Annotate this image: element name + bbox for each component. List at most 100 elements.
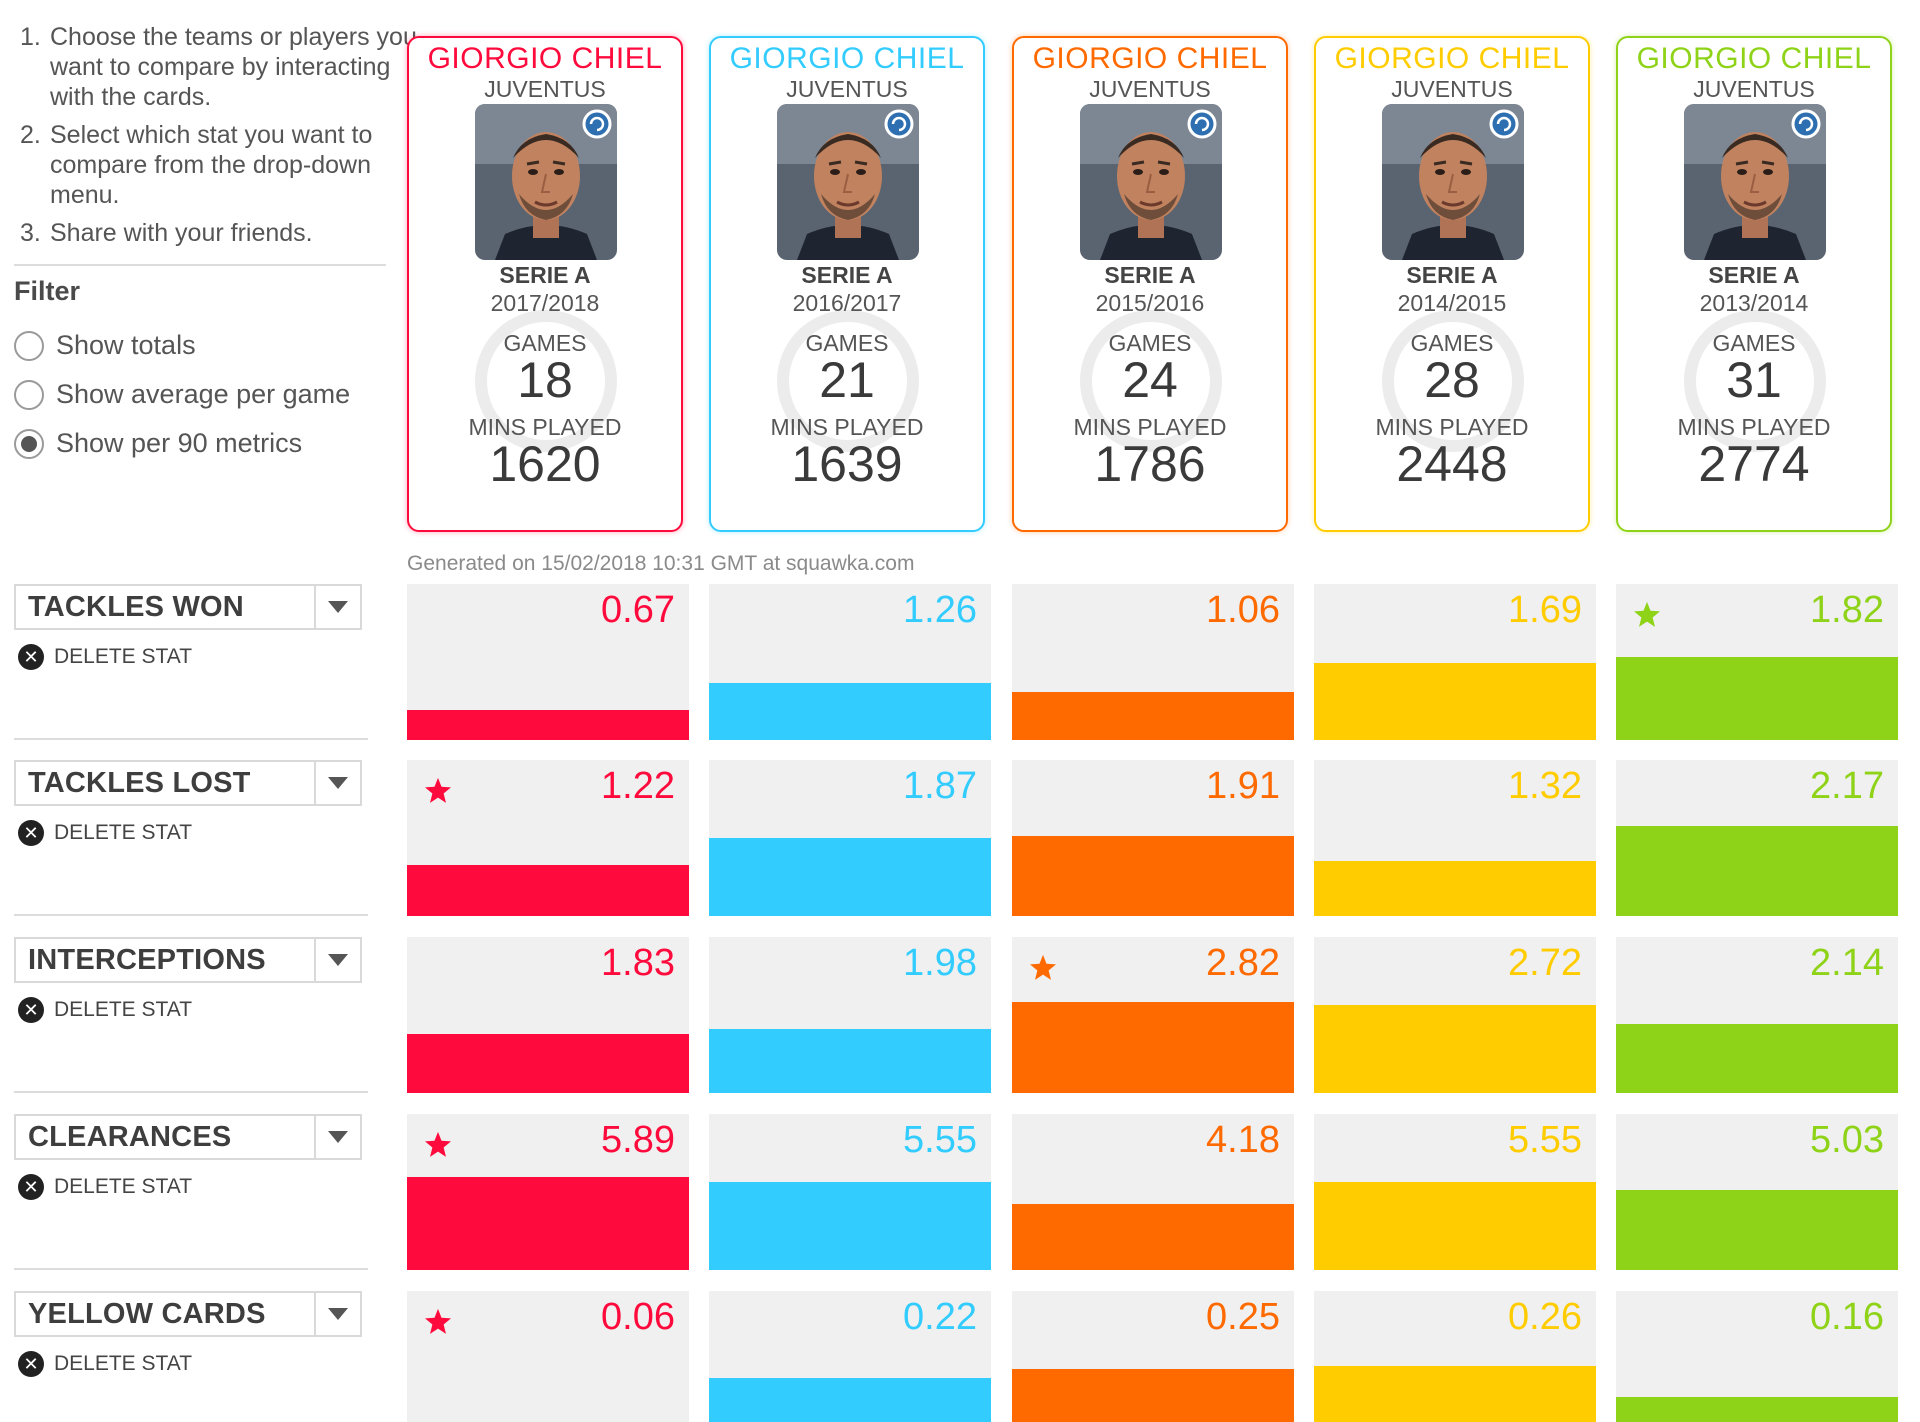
filter-option-label: Show per 90 metrics (56, 428, 303, 458)
stat-cell: 5.03 (1616, 1114, 1898, 1270)
stat-dropdown[interactable]: INTERCEPTIONS (14, 937, 362, 983)
mins-label: MINS PLAYED (770, 414, 924, 440)
stat-cell: 5.55 (1314, 1114, 1596, 1270)
close-circle-icon[interactable]: ✕ (18, 1351, 44, 1377)
league-name: SERIE A (499, 262, 591, 288)
stat-dropdown-label: TACKLES WON (28, 590, 244, 623)
player-card[interactable]: GIORGIO CHIEL JUVENTUS SERIE A 2013/2014 GAM… (1616, 36, 1892, 532)
stat-value: 5.89 (601, 1119, 675, 1161)
stat-cell: 2.72 (1314, 937, 1596, 1093)
stat-value: 2.72 (1508, 942, 1582, 984)
player-photo[interactable] (475, 104, 617, 260)
radio-button-selected[interactable] (14, 428, 44, 459)
chevron-down-icon[interactable] (314, 939, 360, 981)
games-label: GAMES (503, 330, 587, 356)
stat-cell: 0.16 (1616, 1291, 1898, 1422)
stat-dropdown[interactable]: YELLOW CARDS (14, 1291, 362, 1337)
filter-option-average[interactable]: Show average per game (14, 379, 350, 410)
chevron-down-icon[interactable] (314, 586, 360, 628)
mins-label: MINS PLAYED (1375, 414, 1529, 440)
delete-stat-button[interactable]: ✕ DELETE STAT (18, 644, 192, 670)
stat-cell: 1.83 (407, 937, 689, 1093)
stat-cell: 4.18 (1012, 1114, 1294, 1270)
games-value: 28 (1424, 352, 1480, 408)
delete-stat-button[interactable]: ✕ DELETE STAT (18, 1174, 192, 1200)
player-card[interactable]: GIORGIO CHIEL JUVENTUS SERIE A 2015/2016 GAM… (1012, 36, 1288, 532)
stat-dropdown[interactable]: CLEARANCES (14, 1114, 362, 1160)
divider (14, 914, 368, 916)
stat-bar (1012, 1002, 1294, 1093)
filter-option-per90[interactable]: Show per 90 metrics (14, 428, 302, 459)
stat-value: 1.82 (1810, 589, 1884, 631)
stat-value: 5.55 (1508, 1119, 1582, 1161)
stat-value: 0.26 (1508, 1296, 1582, 1338)
star-icon (423, 1130, 453, 1160)
delete-stat-label: DELETE STAT (54, 1175, 193, 1198)
mins-label: MINS PLAYED (1677, 414, 1831, 440)
stat-cell: 1.06 (1012, 584, 1294, 740)
games-label: GAMES (1410, 330, 1494, 356)
stat-bar (1616, 657, 1898, 740)
stat-bar (1012, 1369, 1294, 1422)
stat-bar (1314, 663, 1596, 740)
stat-cell: 0.22 (709, 1291, 991, 1422)
stat-value: 1.06 (1206, 589, 1280, 631)
player-card[interactable]: GIORGIO CHIEL JUVENTUS SERIE A 2016/2017 GAM… (709, 36, 985, 532)
close-circle-icon[interactable]: ✕ (18, 997, 44, 1023)
stat-dropdown[interactable]: TACKLES WON (14, 584, 362, 630)
mins-value: 1639 (791, 436, 903, 492)
player-card[interactable]: GIORGIO CHIEL JUVENTUS SERIE A 2017/2018 GAM… (407, 36, 683, 532)
stat-bar (709, 838, 991, 916)
stat-cell: 1.32 (1314, 760, 1596, 916)
stat-bar (1012, 836, 1294, 916)
radio-button[interactable] (14, 330, 44, 361)
player-name: GIORGIO CHIEL (1334, 42, 1570, 75)
stat-dropdown-label: TACKLES LOST (28, 766, 251, 799)
player-card[interactable]: GIORGIO CHIEL JUVENTUS SERIE A 2014/2015 GAM… (1314, 36, 1590, 532)
radio-button[interactable] (14, 379, 44, 410)
stat-cell: 0.26 (1314, 1291, 1596, 1422)
stat-value: 2.14 (1810, 942, 1884, 984)
stat-dropdown[interactable]: TACKLES LOST (14, 760, 362, 806)
close-circle-icon[interactable]: ✕ (18, 820, 44, 846)
delete-stat-button[interactable]: ✕ DELETE STAT (18, 820, 192, 846)
filter-option-totals[interactable]: Show totals (14, 330, 196, 361)
stat-value: 1.69 (1508, 589, 1582, 631)
stat-value: 1.91 (1206, 765, 1280, 807)
stat-bar (1616, 1190, 1898, 1270)
player-photo[interactable] (1684, 104, 1826, 260)
star-icon (1632, 600, 1662, 630)
delete-stat-label: DELETE STAT (54, 821, 193, 844)
games-value: 18 (517, 352, 573, 408)
stat-cell: 0.67 (407, 584, 689, 740)
player-photo[interactable] (1080, 104, 1222, 260)
stat-cell: 1.82 (1616, 584, 1898, 740)
delete-stat-label: DELETE STAT (54, 645, 193, 668)
league-name: SERIE A (801, 262, 893, 288)
stat-value: 0.06 (601, 1296, 675, 1338)
season: 2016/2017 (792, 290, 902, 316)
stat-cell: 1.91 (1012, 760, 1294, 916)
stat-cell: 1.98 (709, 937, 991, 1093)
games-value: 31 (1726, 352, 1782, 408)
divider (14, 264, 386, 266)
close-circle-icon[interactable]: ✕ (18, 1174, 44, 1200)
team-name: JUVENTUS (1693, 76, 1815, 102)
player-photo[interactable] (777, 104, 919, 260)
delete-stat-button[interactable]: ✕ DELETE STAT (18, 1351, 192, 1377)
instruction-step: Share with your friends. (20, 218, 313, 248)
stat-bar (1616, 1397, 1898, 1422)
stat-value: 1.87 (903, 765, 977, 807)
stat-bar (1012, 692, 1294, 740)
stat-cell: 0.25 (1012, 1291, 1294, 1422)
mins-value: 2448 (1396, 436, 1508, 492)
close-circle-icon[interactable]: ✕ (18, 644, 44, 670)
player-photo[interactable] (1382, 104, 1524, 260)
delete-stat-button[interactable]: ✕ DELETE STAT (18, 997, 192, 1023)
chevron-down-icon[interactable] (314, 1293, 360, 1335)
stat-bar (407, 1177, 689, 1270)
chevron-down-icon[interactable] (314, 762, 360, 804)
stat-value: 0.67 (601, 589, 675, 631)
stat-value: 0.22 (903, 1296, 977, 1338)
chevron-down-icon[interactable] (314, 1116, 360, 1158)
